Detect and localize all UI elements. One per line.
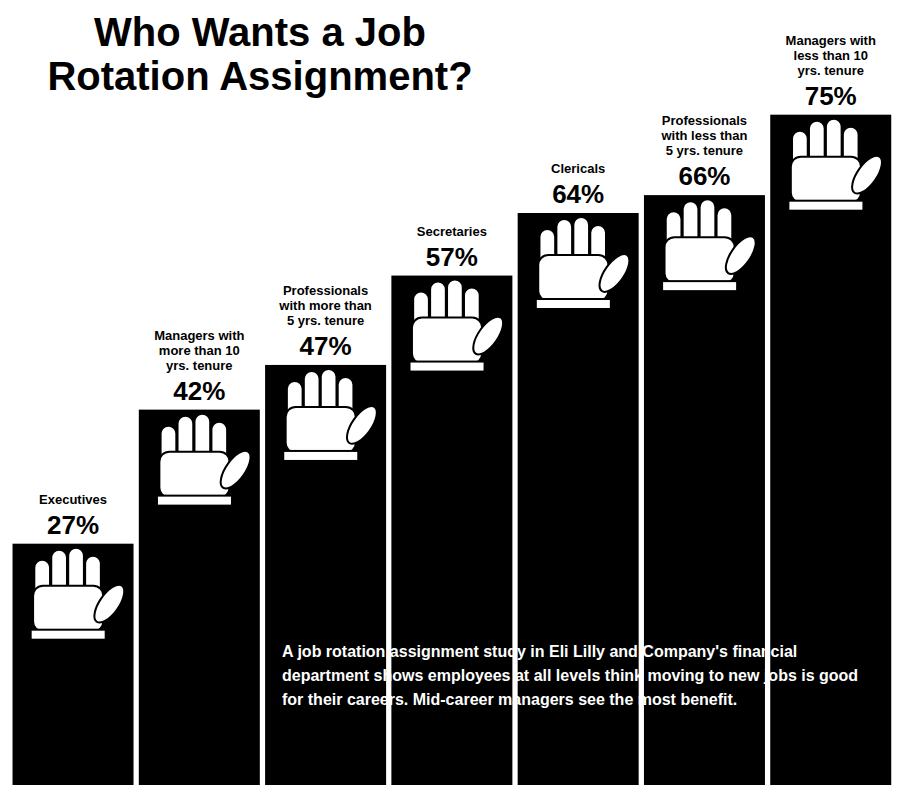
svg-text:Secretaries: Secretaries [417,224,487,239]
svg-text:Professionals: Professionals [662,113,747,128]
svg-text:yrs. tenure: yrs. tenure [797,63,863,78]
svg-text:Managers with: Managers with [154,328,244,343]
svg-text:47%: 47% [300,331,352,361]
svg-text:5 yrs. tenure: 5 yrs. tenure [287,313,364,328]
svg-text:less than 10: less than 10 [794,48,868,63]
svg-text:66%: 66% [678,161,730,191]
svg-text:Executives: Executives [39,492,107,507]
svg-text:Professionals: Professionals [283,283,368,298]
svg-text:more than 10: more than 10 [159,343,240,358]
svg-text:42%: 42% [173,376,225,406]
svg-text:64%: 64% [552,179,604,209]
svg-text:with more than: with more than [278,298,372,313]
svg-text:75%: 75% [805,81,857,111]
svg-text:27%: 27% [47,510,99,540]
svg-text:Managers with: Managers with [786,33,876,48]
svg-text:Clericals: Clericals [551,161,605,176]
svg-text:with less than: with less than [660,128,747,143]
svg-text:5 yrs. tenure: 5 yrs. tenure [666,143,743,158]
svg-text:57%: 57% [426,242,478,272]
html-text:A job rotation assignment stud: A job rotation assignment study in Eli L… [282,643,859,708]
svg-text:yrs. tenure: yrs. tenure [166,358,232,373]
html-text:Who Wants a Job Rotation Assig: Who Wants a Job Rotation Assignment? [47,10,473,98]
